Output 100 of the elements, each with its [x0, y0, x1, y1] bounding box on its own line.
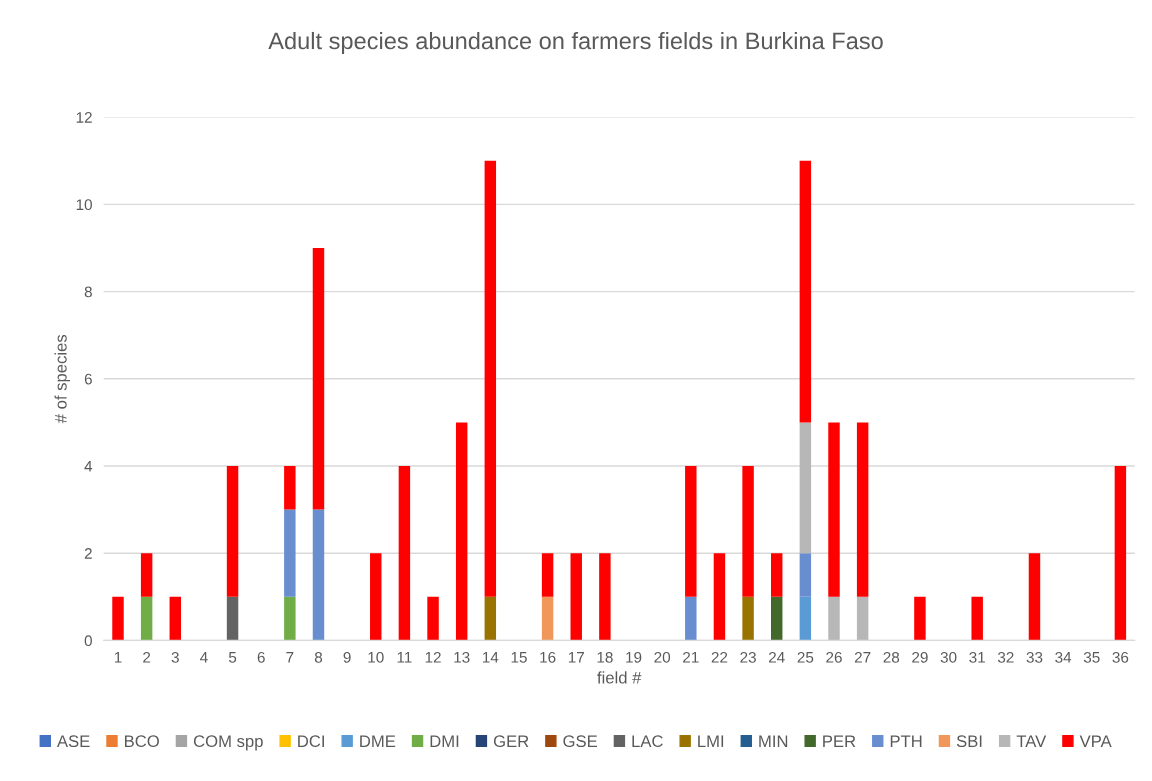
bar [284, 596, 296, 641]
y-tick-label: 6 [84, 373, 92, 385]
x-tick-label: 14 [482, 652, 499, 663]
bar [398, 466, 411, 641]
x-tick-label: 1 [114, 652, 122, 663]
bar [713, 553, 726, 641]
bar [770, 553, 783, 597]
x-tick-label: 6 [257, 651, 265, 663]
x-tick-label: 9 [343, 651, 351, 663]
bar [799, 160, 812, 423]
x-tick-label: 7 [286, 652, 294, 663]
x-tick-label: 18 [597, 651, 613, 663]
y-tick-label: 10 [76, 199, 92, 211]
x-tick-label: 21 [683, 651, 699, 663]
bar [226, 596, 239, 641]
y-axis-title: # of species [54, 334, 71, 424]
x-tick-label: 19 [626, 651, 642, 663]
legend-label: LAC [632, 735, 663, 748]
bar [112, 596, 124, 641]
bar [828, 596, 840, 641]
x-tick-label: 23 [740, 651, 756, 663]
bar [770, 596, 783, 641]
bar [685, 596, 697, 641]
y-tick-label: 8 [84, 286, 92, 298]
bar [1028, 553, 1041, 641]
bar [284, 466, 296, 510]
bar [742, 596, 754, 641]
legend-label: PTH [890, 735, 922, 747]
x-tick-label: 10 [368, 651, 384, 663]
x-tick-label: 3 [171, 651, 179, 663]
bar [427, 596, 439, 641]
bar [140, 553, 153, 597]
legend-label: GSE [563, 735, 598, 748]
bar [226, 466, 239, 597]
x-tick-label: 20 [654, 651, 671, 663]
x-tick-label: 5 [228, 652, 237, 663]
x-axis-title: field # [597, 671, 642, 684]
x-tick-label: 32 [997, 651, 1014, 663]
y-tick-label: 2 [84, 548, 92, 559]
bar [484, 596, 497, 641]
bar [599, 553, 611, 641]
legend-label: DMI [430, 735, 459, 747]
bar [541, 553, 554, 597]
bar [799, 553, 812, 597]
x-tick-label: 35 [1083, 651, 1100, 663]
legend-label: DME [360, 735, 396, 747]
bar [169, 596, 182, 641]
bar [1114, 466, 1127, 641]
bar [799, 422, 812, 554]
bar [971, 596, 983, 641]
bar [312, 247, 325, 510]
bar [856, 422, 869, 597]
bar [914, 596, 926, 641]
bar [312, 509, 325, 641]
legend-label: SBI [956, 735, 982, 748]
y-tick-label: 4 [84, 461, 93, 472]
x-tick-label: 30 [940, 651, 957, 663]
x-tick-label: 13 [454, 651, 470, 663]
legend-label: BCO [125, 735, 159, 748]
bar [570, 553, 582, 641]
bar [856, 596, 869, 641]
legend-label: LMI [698, 735, 724, 747]
bar [799, 596, 812, 641]
x-tick-label: 2 [143, 651, 151, 663]
legend-label: MIN [759, 735, 788, 747]
legend-label: TAV [1016, 735, 1047, 747]
x-tick-label: 11 [397, 652, 412, 663]
x-tick-label: 15 [511, 652, 527, 663]
bar [484, 160, 497, 597]
bar [284, 509, 296, 597]
x-tick-label: 16 [540, 651, 556, 663]
x-tick-label: 33 [1026, 651, 1043, 663]
legend-label: ASE [56, 735, 90, 748]
bar [541, 596, 554, 641]
legend-label: GER [493, 735, 529, 748]
x-tick-label: 29 [912, 651, 928, 663]
x-tick-label: 27 [854, 651, 871, 663]
x-tick-label: 28 [883, 651, 900, 663]
legend-label: PER [823, 735, 856, 747]
x-tick-label: 31 [969, 651, 985, 663]
bar [685, 466, 697, 597]
legend-label: VPA [1079, 735, 1112, 747]
y-tick-label: 12 [76, 112, 92, 123]
x-tick-label: 17 [568, 652, 584, 663]
x-tick-label: 36 [1112, 651, 1129, 663]
bar [742, 466, 754, 597]
chart-title: Adult species abundance on farmers fields in Burkina Faso [268, 31, 883, 54]
bar [140, 596, 153, 641]
y-tick-label: 0 [84, 635, 92, 647]
x-tick-label: 12 [425, 651, 441, 663]
x-tick-label: 24 [768, 651, 785, 663]
bar [370, 553, 382, 641]
legend-label: DCI [298, 735, 324, 748]
legend-label: COM spp [193, 735, 263, 751]
x-tick-label: 22 [711, 651, 728, 663]
bar [828, 422, 840, 597]
x-tick-label: 8 [314, 651, 323, 663]
x-tick-label: 4 [200, 652, 208, 663]
x-tick-label: 25 [797, 651, 814, 663]
x-tick-label: 26 [826, 651, 842, 663]
